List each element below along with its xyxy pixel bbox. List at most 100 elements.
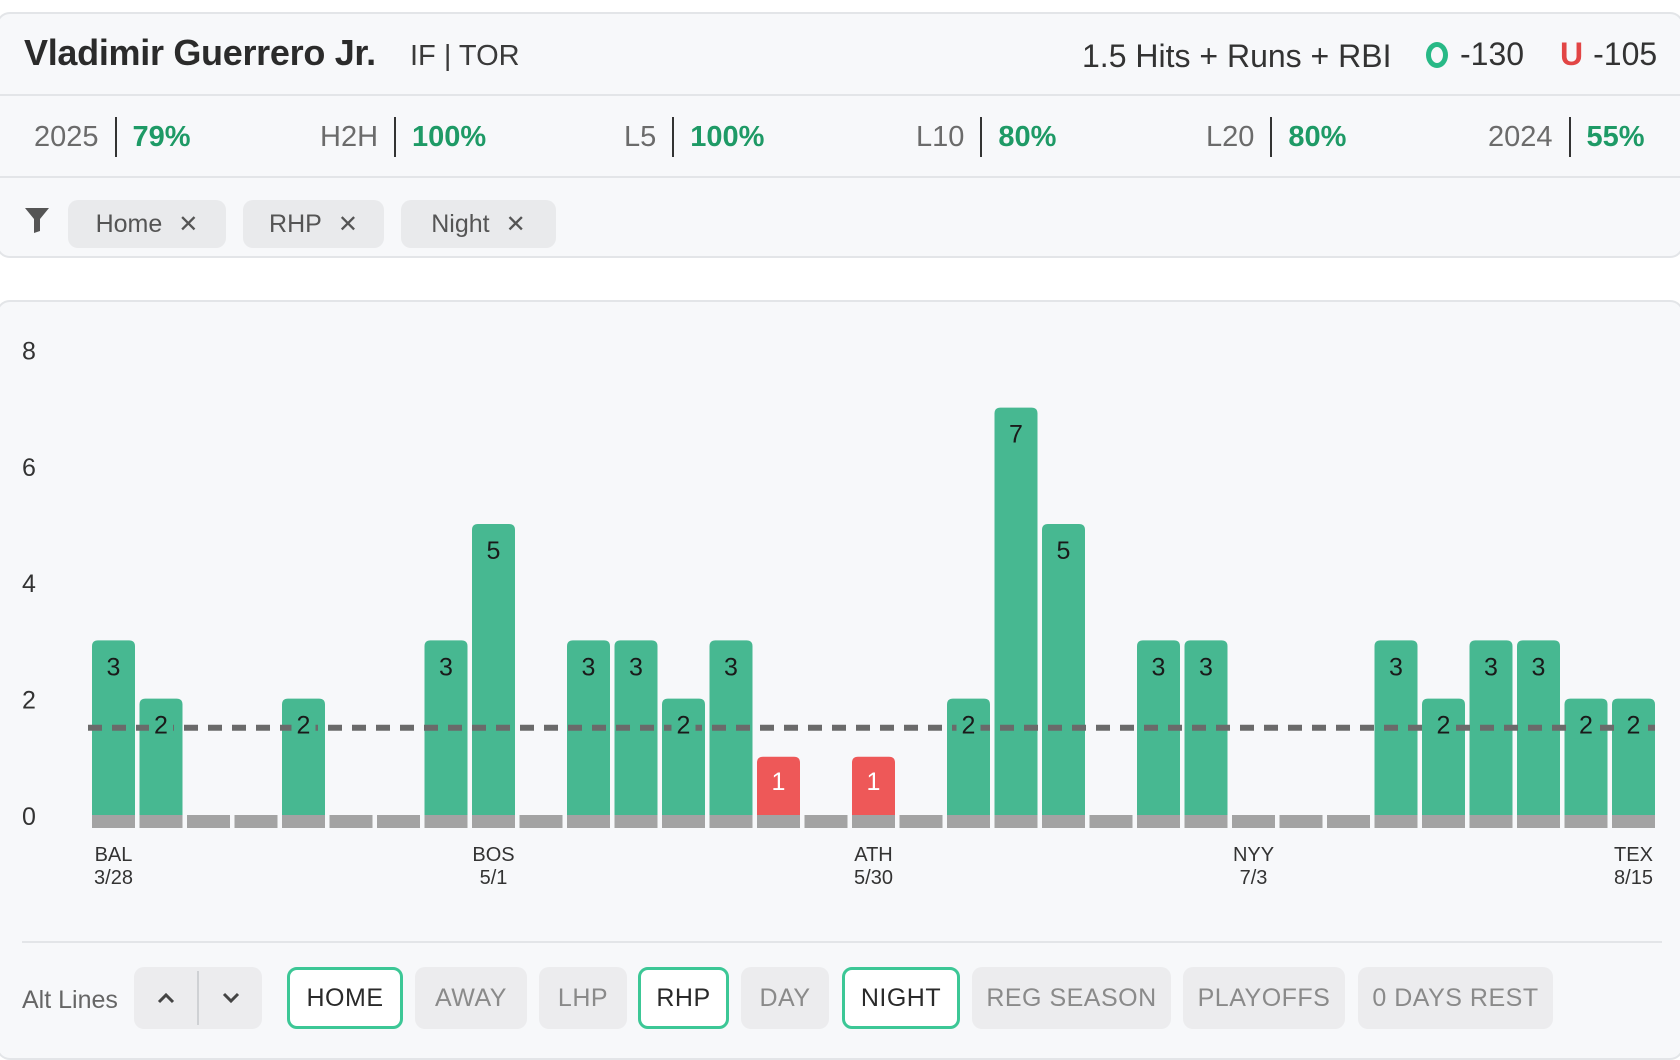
chart-bar-base	[757, 815, 800, 828]
chart-bar-base	[187, 815, 230, 828]
chart-bar[interactable]	[567, 640, 610, 815]
over-odds[interactable]: -130	[1426, 36, 1524, 73]
close-icon[interactable]: ✕	[505, 210, 526, 238]
chart-bar-base	[662, 815, 705, 828]
player-header: Vladimir Guerrero Jr. IF | TOR 1.5 Hits …	[0, 14, 1680, 96]
stat-l5[interactable]: L5 100%	[624, 116, 764, 158]
filter-reg-season-button[interactable]: REG SEASON	[972, 967, 1171, 1029]
stat-label: L20	[1206, 120, 1255, 153]
player-position-team: IF | TOR	[410, 40, 520, 72]
chart-bar-base	[92, 815, 135, 828]
stat-label: H2H	[320, 120, 379, 153]
stat-divider	[114, 117, 117, 157]
filter-rhp-button[interactable]: RHP	[638, 967, 729, 1029]
chart-bar-base	[947, 815, 990, 828]
bar-value-label: 2	[1579, 712, 1593, 740]
chart-bar[interactable]	[852, 756, 895, 815]
chart-bar[interactable]	[472, 524, 515, 815]
filter-home-button[interactable]: HOME	[287, 967, 403, 1029]
chart-bar[interactable]	[1042, 524, 1085, 815]
filter-chip-rhp[interactable]: RHP ✕	[243, 200, 384, 248]
bar-value-label: 1	[772, 768, 786, 796]
under-icon: U	[1560, 36, 1584, 72]
alt-line-down-button[interactable]	[199, 967, 262, 1029]
over-odds-value: -130	[1460, 36, 1525, 72]
stat-value: 100%	[690, 120, 765, 153]
x-tick-team: TEX	[1614, 844, 1653, 866]
y-tick-label: 2	[22, 687, 36, 715]
bar-value-label: 5	[487, 537, 501, 565]
stepper-divider	[197, 971, 199, 1025]
stat-l20[interactable]: L20 80%	[1206, 116, 1346, 158]
chart-bar-base	[614, 815, 658, 828]
bar-value-label: 2	[297, 712, 311, 740]
alt-lines-label: Alt Lines	[22, 986, 118, 1014]
bar-value-label: 3	[1199, 653, 1213, 681]
chart-bar-base	[329, 815, 373, 828]
chart-bar-base	[567, 815, 610, 828]
x-tick-date: 5/30	[854, 867, 893, 889]
stat-h2h[interactable]: H2H 100%	[320, 116, 486, 158]
x-tick-date: 3/28	[94, 867, 133, 889]
filter-away-button[interactable]: AWAY	[415, 967, 527, 1029]
filter-chip-home[interactable]: Home ✕	[68, 200, 226, 248]
filter-playoffs-button[interactable]: PLAYOFFS	[1183, 967, 1345, 1029]
chart-bar-base	[994, 815, 1038, 828]
filter-days-rest-button[interactable]: 0 DAYS REST	[1358, 967, 1553, 1029]
chart-bar-base	[1184, 815, 1228, 828]
stat-value: 55%	[1586, 120, 1645, 153]
bar-value-label: 3	[1484, 653, 1498, 681]
chart-bar-base	[1089, 815, 1133, 828]
chart-bar-base	[1232, 815, 1275, 828]
chart-bar-base	[1137, 815, 1180, 828]
chart-bar-base	[519, 815, 563, 828]
close-icon[interactable]: ✕	[178, 210, 199, 238]
x-tick-date: 8/15	[1614, 867, 1653, 889]
filter-chip-night[interactable]: Night ✕	[401, 200, 556, 248]
chart-bar-base	[424, 815, 468, 828]
chart-bar[interactable]	[424, 640, 468, 815]
chart-bar-base	[899, 815, 943, 828]
bar-value-label: 3	[724, 653, 738, 681]
x-tick-date: 7/3	[1240, 867, 1268, 889]
filter-lhp-button[interactable]: LHP	[539, 967, 627, 1029]
chart-bar[interactable]	[994, 407, 1038, 815]
chevron-down-icon	[222, 992, 239, 1004]
stat-divider	[1270, 117, 1273, 157]
stat-2024[interactable]: 2024 55%	[1488, 116, 1645, 158]
chart-bar[interactable]	[1137, 640, 1180, 815]
player-prop-card: Vladimir Guerrero Jr. IF | TOR 1.5 Hits …	[0, 12, 1680, 258]
under-odds[interactable]: U -105	[1560, 36, 1657, 73]
chart-bar[interactable]	[614, 640, 658, 815]
game-log-chart: 0246832235332311275333233222222222BAL3/2…	[22, 337, 1655, 889]
filter-night-button[interactable]: NIGHT	[842, 967, 960, 1029]
y-tick-label: 4	[22, 570, 36, 598]
x-tick-date: 5/1	[480, 867, 508, 889]
chart-bar[interactable]	[709, 640, 753, 815]
filter-day-button[interactable]: DAY	[741, 967, 829, 1029]
filter-icon[interactable]	[24, 206, 50, 239]
chart-bar-base	[1327, 815, 1370, 828]
alt-line-up-button[interactable]	[134, 967, 197, 1029]
chart-bar-base	[804, 815, 848, 828]
chart-bar-base	[709, 815, 753, 828]
stat-l10[interactable]: L10 80%	[916, 116, 1056, 158]
player-name[interactable]: Vladimir Guerrero Jr.	[24, 32, 376, 73]
bar-value-backdrop	[1431, 712, 1456, 739]
bar-value-label: 3	[107, 653, 121, 681]
stat-label: 2024	[1488, 120, 1553, 153]
chart-bar-base	[1422, 815, 1465, 828]
filter-chip-label: Home	[95, 209, 163, 238]
chart-bar-base	[282, 815, 325, 828]
stat-label: 2025	[34, 120, 99, 153]
bar-value-backdrop	[149, 712, 173, 739]
x-tick-team: BAL	[95, 844, 133, 866]
chevron-up-icon	[157, 992, 174, 1004]
close-icon[interactable]: ✕	[337, 210, 358, 238]
active-filters: Home ✕ RHP ✕ Night ✕	[0, 178, 1680, 260]
stat-2025[interactable]: 2025 79%	[34, 116, 191, 158]
stat-value: 80%	[1288, 120, 1347, 153]
alt-line-stepper	[134, 967, 262, 1029]
bar-value-label: 3	[1389, 653, 1403, 681]
chart-bar[interactable]	[757, 756, 800, 815]
